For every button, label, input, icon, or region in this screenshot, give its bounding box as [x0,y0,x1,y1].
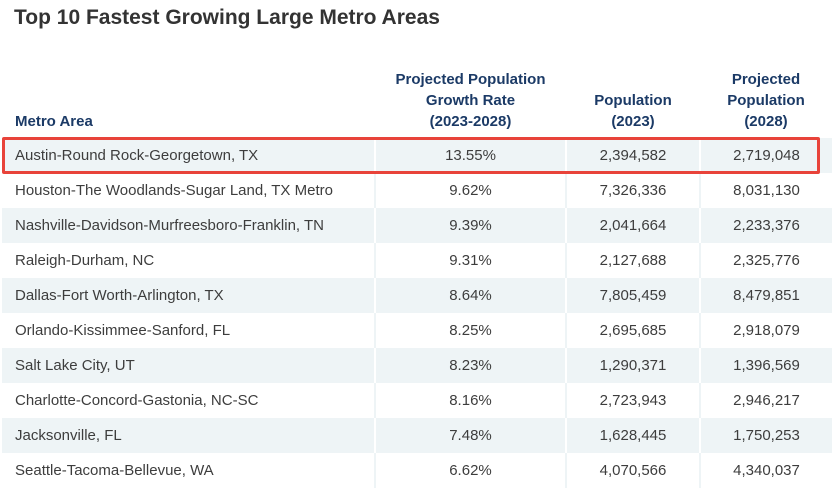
table-row: Houston-The Woodlands-Sugar Land, TX Met… [2,173,832,208]
table-row: Orlando-Kissimmee-Sanford, FL 8.25% 2,69… [2,313,832,348]
column-header-population-2028: Projected Population (2028) [700,64,832,138]
population-2023-cell: 7,805,459 [565,278,700,313]
population-2028-cell: 1,750,253 [699,418,832,453]
population-2023-cell: 4,070,566 [565,453,700,488]
growth-rate-cell: 8.25% [374,313,566,348]
population-2023-cell: 2,041,664 [565,208,700,243]
population-2028-cell: 2,325,776 [699,243,832,278]
header-line: (2023) [611,113,655,130]
metro-cell: Austin-Round Rock-Georgetown, TX [2,138,375,173]
metro-cell: Orlando-Kissimmee-Sanford, FL [2,313,375,348]
metro-growth-table: Metro Area Projected Population Growth R… [2,64,832,488]
growth-rate-cell: 6.62% [374,453,566,488]
header-line: Projected Population [395,71,546,88]
growth-rate-cell: 8.64% [374,278,566,313]
population-2028-cell: 2,719,048 [699,138,832,173]
population-2023-cell: 2,695,685 [565,313,700,348]
growth-rate-cell: 9.31% [374,243,566,278]
metro-cell: Salt Lake City, UT [2,348,375,383]
table-row: Austin-Round Rock-Georgetown, TX 13.55% … [2,138,832,173]
growth-rate-cell: 8.23% [374,348,566,383]
metro-cell: Jacksonville, FL [2,418,375,453]
header-line: Population [727,92,805,109]
table-row: Jacksonville, FL 7.48% 1,628,445 1,750,2… [2,418,832,453]
metro-cell: Houston-The Woodlands-Sugar Land, TX Met… [2,173,375,208]
metro-cell: Dallas-Fort Worth-Arlington, TX [2,278,375,313]
column-header-growth-rate: Projected Population Growth Rate (2023-2… [375,64,566,138]
growth-rate-cell: 8.16% [374,383,566,418]
page-title: Top 10 Fastest Growing Large Metro Areas [14,6,440,29]
table-header: Metro Area Projected Population Growth R… [2,64,832,138]
header-line: (2028) [744,113,788,130]
header-line: Metro Area [15,113,93,130]
growth-rate-cell: 7.48% [374,418,566,453]
table-row: Nashville-Davidson-Murfreesboro-Franklin… [2,208,832,243]
population-2023-cell: 1,290,371 [565,348,700,383]
metro-cell: Seattle-Tacoma-Bellevue, WA [2,453,375,488]
metro-cell: Charlotte-Concord-Gastonia, NC-SC [2,383,375,418]
population-2028-cell: 2,946,217 [699,383,832,418]
table-row: Raleigh-Durham, NC 9.31% 2,127,688 2,325… [2,243,832,278]
header-line: Growth Rate [425,92,516,109]
header-line: (2023-2028) [429,113,512,130]
population-2028-cell: 4,340,037 [699,453,832,488]
column-header-metro-area: Metro Area [2,64,375,138]
population-2023-cell: 2,127,688 [565,243,700,278]
table-row: Charlotte-Concord-Gastonia, NC-SC 8.16% … [2,383,832,418]
table-row: Seattle-Tacoma-Bellevue, WA 6.62% 4,070,… [2,453,832,488]
table-row: Dallas-Fort Worth-Arlington, TX 8.64% 7,… [2,278,832,313]
population-2028-cell: 8,031,130 [699,173,832,208]
metro-cell: Nashville-Davidson-Murfreesboro-Franklin… [2,208,375,243]
header-row: Metro Area Projected Population Growth R… [2,64,832,138]
metro-cell: Raleigh-Durham, NC [2,243,375,278]
population-2028-cell: 2,918,079 [699,313,832,348]
population-2028-cell: 2,233,376 [699,208,832,243]
population-2023-cell: 2,723,943 [565,383,700,418]
population-2023-cell: 1,628,445 [565,418,700,453]
population-2028-cell: 1,396,569 [699,348,832,383]
growth-rate-cell: 13.55% [374,138,566,173]
population-2028-cell: 8,479,851 [699,278,832,313]
population-2023-cell: 2,394,582 [565,138,700,173]
header-line: Projected [731,71,801,88]
header-line: Population [594,92,672,109]
population-2023-cell: 7,326,336 [565,173,700,208]
growth-rate-cell: 9.62% [374,173,566,208]
table-row: Salt Lake City, UT 8.23% 1,290,371 1,396… [2,348,832,383]
column-header-population-2023: Population (2023) [566,64,700,138]
growth-rate-cell: 9.39% [374,208,566,243]
table-body: Austin-Round Rock-Georgetown, TX 13.55% … [2,138,832,488]
